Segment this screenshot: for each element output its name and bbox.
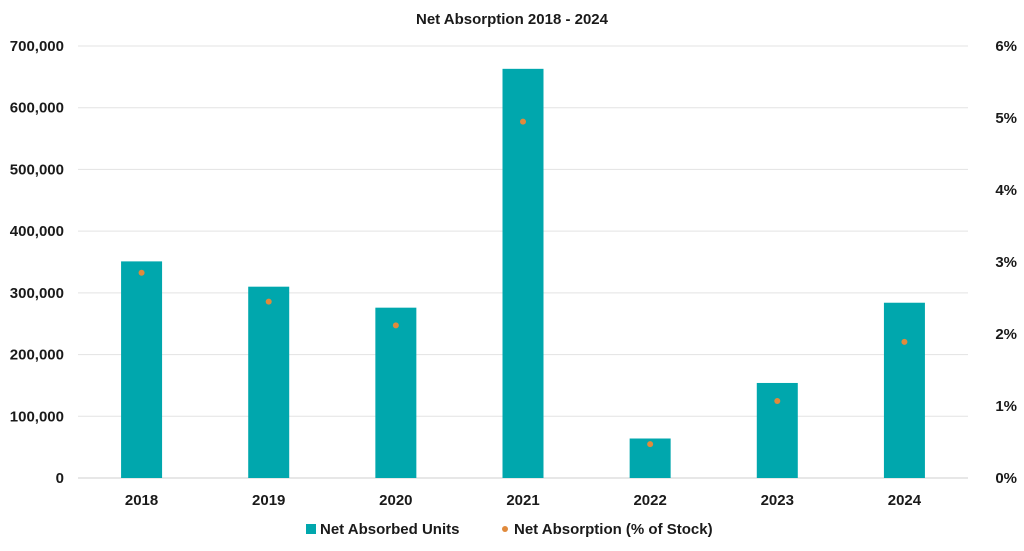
left-tick-label: 400,000 bbox=[10, 223, 64, 240]
x-tick-label: 2020 bbox=[379, 492, 412, 509]
point bbox=[647, 441, 654, 448]
left-tick-label: 0 bbox=[56, 470, 64, 487]
point bbox=[901, 338, 908, 345]
bar bbox=[375, 307, 417, 478]
left-tick-label: 600,000 bbox=[10, 100, 64, 117]
left-tick-label: 100,000 bbox=[10, 408, 64, 425]
left-tick-label: 700,000 bbox=[10, 38, 64, 55]
point bbox=[138, 269, 145, 276]
right-tick-label: 6% bbox=[995, 38, 1017, 55]
bar bbox=[248, 286, 290, 478]
point bbox=[265, 298, 272, 305]
bar-series bbox=[121, 68, 925, 478]
bar bbox=[502, 68, 544, 478]
legend-label-points: Net Absorption (% of Stock) bbox=[514, 521, 713, 538]
right-tick-label: 2% bbox=[995, 326, 1017, 343]
bar bbox=[121, 261, 163, 478]
legend-swatch-bars bbox=[306, 524, 316, 534]
right-tick-label: 3% bbox=[995, 254, 1017, 271]
x-tick-label: 2024 bbox=[888, 492, 922, 509]
point-series bbox=[138, 118, 908, 448]
x-tick-label: 2021 bbox=[506, 492, 539, 509]
left-tick-label: 500,000 bbox=[10, 161, 64, 178]
x-tick-label: 2022 bbox=[633, 492, 666, 509]
right-tick-label: 1% bbox=[995, 398, 1017, 415]
bar bbox=[756, 382, 798, 478]
bar bbox=[883, 302, 925, 478]
right-axis: 0% 1% 2% 3% 4% 5% 6% bbox=[995, 38, 1017, 487]
x-tick-label: 2023 bbox=[761, 492, 794, 509]
legend-swatch-points bbox=[502, 526, 508, 532]
point bbox=[392, 322, 399, 329]
x-tick-label: 2018 bbox=[125, 492, 158, 509]
left-axis: 0 100,000 200,000 300,000 400,000 500,000 600,… bbox=[10, 38, 64, 487]
left-tick-label: 300,000 bbox=[10, 285, 64, 302]
x-axis: 2018 2019 2020 2021 2022 2023 2024 bbox=[125, 492, 922, 509]
right-tick-label: 5% bbox=[995, 110, 1017, 127]
point bbox=[774, 397, 781, 404]
x-tick-label: 2019 bbox=[252, 492, 285, 509]
point bbox=[520, 118, 526, 125]
right-tick-label: 0% bbox=[995, 470, 1017, 487]
legend-label-bars: Net Absorbed Units bbox=[320, 521, 459, 538]
left-tick-label: 200,000 bbox=[10, 347, 64, 364]
right-tick-label: 4% bbox=[995, 182, 1017, 199]
chart-title: Net Absorption 2018 - 2024 bbox=[416, 11, 609, 28]
legend: Net Absorbed Units Net Absorption (% of … bbox=[306, 521, 713, 538]
